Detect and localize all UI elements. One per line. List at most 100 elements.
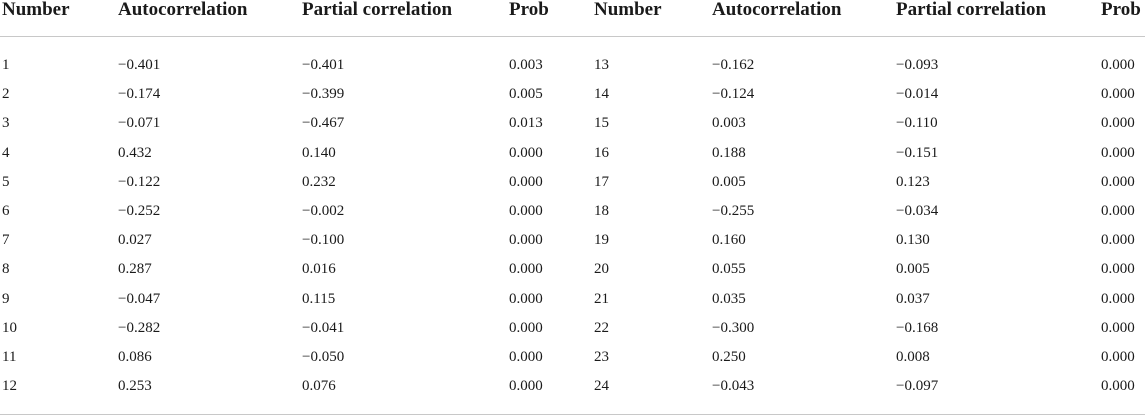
- cell-autocorrelation: 0.086: [118, 349, 152, 365]
- cell-partial-correlation: 0.016: [302, 261, 336, 278]
- cell-number: 8: [2, 261, 10, 278]
- cell-number-2: 17: [594, 173, 609, 190]
- table-row: 7 0.027 −0.100 0.000 19 0.160 0.130 0.000: [0, 230, 1145, 259]
- cell-prob-2: 0.000: [1101, 57, 1135, 73]
- cell-prob: 0.000: [509, 319, 543, 336]
- header-prob: Prob: [509, 0, 549, 20]
- table-row: 11 0.086 −0.050 0.000 23 0.250 0.008 0.000: [0, 347, 1145, 376]
- cell-autocorrelation: −0.071: [118, 115, 161, 132]
- cell-prob: 0.000: [509, 203, 543, 219]
- cell-partial-correlation: −0.002: [302, 203, 345, 219]
- cell-autocorrelation-2: −0.162: [712, 57, 755, 73]
- cell-number-2: 21: [594, 290, 609, 307]
- cell-prob-2: 0.000: [1101, 144, 1135, 161]
- cell-prob-2: 0.000: [1101, 203, 1135, 219]
- cell-partial-correlation-2: −0.151: [896, 144, 939, 161]
- cell-number-2: 15: [594, 115, 609, 132]
- cell-partial-correlation: 0.115: [302, 290, 336, 307]
- cell-autocorrelation-2: 0.055: [712, 261, 746, 278]
- cell-prob: 0.000: [509, 261, 543, 278]
- header-partial-correlation: Partial correlation: [302, 0, 453, 20]
- cell-autocorrelation: 0.253: [118, 378, 152, 395]
- cell-partial-correlation-2: −0.097: [896, 378, 939, 395]
- cell-prob-2: 0.000: [1101, 290, 1135, 307]
- cell-prob-2: 0.000: [1101, 261, 1135, 278]
- cell-number-2: 24: [594, 378, 609, 395]
- cell-partial-correlation-2: −0.034: [896, 203, 939, 219]
- cell-prob-2: 0.000: [1101, 115, 1135, 132]
- cell-partial-correlation-2: 0.123: [896, 173, 930, 190]
- cell-autocorrelation: −0.174: [118, 86, 161, 103]
- cell-partial-correlation: −0.399: [302, 86, 345, 103]
- table-row: 2 −0.174 −0.399 0.005 14 −0.124 −0.014 0.000: [0, 84, 1145, 113]
- table-row: 10 −0.282 −0.041 0.000 22 −0.300 −0.168 0.000: [0, 318, 1145, 347]
- cell-number-2: 23: [594, 349, 609, 365]
- cell-partial-correlation-2: 0.008: [896, 349, 930, 365]
- cell-number-2: 14: [594, 86, 609, 103]
- cell-autocorrelation-2: 0.003: [712, 115, 746, 132]
- table-row: 5 −0.122 0.232 0.000 17 0.005 0.123 0.000: [0, 172, 1145, 201]
- cell-partial-correlation: 0.232: [302, 173, 336, 190]
- cell-partial-correlation-2: 0.005: [896, 261, 930, 278]
- cell-prob: 0.000: [509, 378, 543, 395]
- table-row: 1 −0.401 −0.401 0.003 13 −0.162 −0.093 0.000: [0, 55, 1145, 84]
- cell-number-2: 22: [594, 319, 609, 336]
- cell-prob-2: 0.000: [1101, 173, 1135, 190]
- cell-autocorrelation-2: −0.300: [712, 319, 755, 336]
- header-partial-correlation-2: Partial correlation: [896, 0, 1047, 20]
- cell-prob-2: 0.000: [1101, 378, 1135, 395]
- table-row: 9 −0.047 0.115 0.000 21 0.035 0.037 0.000: [0, 289, 1145, 318]
- header-number-2: Number: [594, 0, 662, 20]
- cell-partial-correlation: −0.050: [302, 349, 345, 365]
- cell-partial-correlation: −0.100: [302, 232, 345, 249]
- cell-number: 7: [2, 232, 10, 249]
- header-autocorrelation-2: Autocorrelation: [712, 0, 842, 20]
- header-autocorrelation: Autocorrelation: [118, 0, 248, 20]
- cell-number-2: 18: [594, 203, 609, 219]
- cell-partial-correlation: −0.401: [302, 57, 345, 73]
- cell-autocorrelation-2: −0.043: [712, 378, 755, 395]
- cell-number: 9: [2, 290, 10, 307]
- cell-prob-2: 0.000: [1101, 349, 1135, 365]
- cell-autocorrelation: −0.401: [118, 57, 161, 73]
- cell-number: 11: [2, 349, 17, 365]
- cell-partial-correlation-2: −0.093: [896, 57, 939, 73]
- table-header: Number Autocorrelation Partial correlati…: [0, 0, 1145, 22]
- cell-prob: 0.000: [509, 173, 543, 190]
- cell-number: 3: [2, 115, 10, 132]
- cell-number: 4: [2, 144, 10, 161]
- cell-number: 10: [2, 319, 17, 336]
- cell-autocorrelation: 0.432: [118, 144, 152, 161]
- cell-prob: 0.000: [509, 349, 543, 365]
- table-row: 6 −0.252 −0.002 0.000 18 −0.255 −0.034 0.000: [0, 201, 1145, 230]
- header-divider: [0, 36, 1145, 37]
- cell-autocorrelation-2: 0.250: [712, 349, 746, 365]
- cell-number: 5: [2, 173, 10, 190]
- cell-autocorrelation-2: 0.160: [712, 232, 746, 249]
- cell-prob: 0.003: [509, 57, 543, 73]
- table-row: 8 0.287 0.016 0.000 20 0.055 0.005 0.000: [0, 259, 1145, 288]
- cell-number-2: 20: [594, 261, 609, 278]
- cell-prob: 0.000: [509, 290, 543, 307]
- cell-autocorrelation-2: 0.005: [712, 173, 746, 190]
- cell-autocorrelation: −0.282: [118, 319, 161, 336]
- cell-number: 6: [2, 203, 10, 219]
- table-row: 3 −0.071 −0.467 0.013 15 0.003 −0.110 0.000: [0, 113, 1145, 142]
- header-prob-2: Prob: [1101, 0, 1141, 20]
- cell-autocorrelation: 0.027: [118, 232, 152, 249]
- cell-partial-correlation: 0.140: [302, 144, 336, 161]
- cell-prob-2: 0.000: [1101, 232, 1135, 249]
- cell-partial-correlation-2: −0.014: [896, 86, 939, 103]
- cell-prob: 0.005: [509, 86, 543, 103]
- cell-partial-correlation-2: 0.037: [896, 290, 930, 307]
- cell-partial-correlation: −0.041: [302, 319, 345, 336]
- table-row: 12 0.253 0.076 0.000 24 −0.043 −0.097 0.000: [0, 376, 1145, 405]
- cell-autocorrelation-2: 0.035: [712, 290, 746, 307]
- cell-number-2: 13: [594, 57, 609, 73]
- cell-autocorrelation: −0.122: [118, 173, 161, 190]
- cell-partial-correlation-2: −0.110: [896, 115, 938, 132]
- cell-autocorrelation-2: −0.124: [712, 86, 755, 103]
- cell-prob-2: 0.000: [1101, 319, 1135, 336]
- table-bottom-rule: [0, 414, 1145, 415]
- table-row: 4 0.432 0.140 0.000 16 0.188 −0.151 0.000: [0, 143, 1145, 172]
